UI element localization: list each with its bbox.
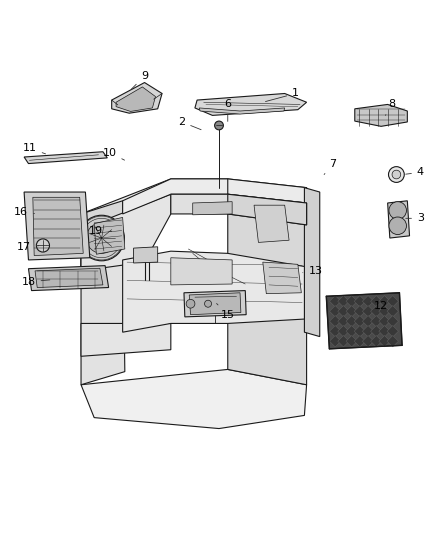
Polygon shape (81, 201, 123, 271)
Circle shape (389, 167, 404, 182)
Text: 8: 8 (385, 100, 396, 115)
Polygon shape (387, 316, 399, 327)
Polygon shape (81, 201, 125, 385)
Polygon shape (254, 205, 289, 243)
Polygon shape (346, 305, 357, 317)
Polygon shape (354, 326, 366, 337)
Text: 19: 19 (89, 227, 112, 237)
Polygon shape (184, 290, 246, 317)
Polygon shape (35, 268, 103, 287)
Text: 2: 2 (178, 117, 201, 130)
Text: 18: 18 (21, 277, 50, 287)
Polygon shape (371, 305, 382, 317)
Polygon shape (362, 326, 374, 337)
Circle shape (389, 201, 406, 219)
Polygon shape (346, 336, 357, 347)
Polygon shape (24, 192, 90, 260)
Polygon shape (338, 336, 349, 347)
Text: 15: 15 (216, 303, 235, 320)
Polygon shape (338, 305, 349, 317)
Polygon shape (329, 326, 341, 337)
Polygon shape (171, 194, 307, 225)
Polygon shape (338, 316, 349, 327)
Polygon shape (326, 293, 402, 349)
Polygon shape (263, 262, 301, 294)
Text: 13: 13 (303, 266, 322, 276)
Polygon shape (28, 265, 109, 290)
Text: 16: 16 (14, 207, 35, 217)
Polygon shape (346, 326, 357, 337)
Polygon shape (379, 326, 390, 337)
Polygon shape (116, 87, 155, 111)
Circle shape (79, 215, 124, 261)
Circle shape (86, 223, 117, 253)
Polygon shape (362, 316, 374, 327)
Polygon shape (346, 316, 357, 327)
Polygon shape (24, 152, 107, 164)
Polygon shape (81, 324, 171, 356)
Polygon shape (81, 369, 307, 429)
Text: 11: 11 (23, 143, 46, 154)
Text: 6: 6 (224, 100, 231, 122)
Polygon shape (362, 305, 374, 317)
Circle shape (392, 170, 401, 179)
Polygon shape (329, 305, 341, 317)
Polygon shape (338, 296, 349, 307)
Polygon shape (379, 316, 390, 327)
Polygon shape (388, 201, 410, 238)
Polygon shape (354, 336, 366, 347)
Polygon shape (387, 305, 399, 317)
Polygon shape (387, 296, 399, 307)
Polygon shape (371, 296, 382, 307)
Text: 12: 12 (368, 301, 388, 311)
Polygon shape (362, 296, 374, 307)
Polygon shape (329, 316, 341, 327)
Polygon shape (362, 336, 374, 347)
Polygon shape (354, 296, 366, 307)
Polygon shape (112, 83, 162, 113)
Polygon shape (379, 296, 390, 307)
Polygon shape (33, 197, 83, 255)
Circle shape (36, 239, 49, 252)
Polygon shape (193, 201, 232, 215)
Circle shape (205, 300, 212, 307)
Text: 4: 4 (406, 167, 424, 177)
Polygon shape (189, 293, 241, 314)
Text: 9: 9 (131, 71, 148, 90)
Polygon shape (195, 93, 307, 115)
Polygon shape (329, 296, 341, 307)
Polygon shape (338, 326, 349, 337)
Polygon shape (199, 108, 285, 114)
Polygon shape (346, 296, 357, 307)
Polygon shape (329, 336, 341, 347)
Polygon shape (304, 188, 320, 336)
Polygon shape (379, 305, 390, 317)
Polygon shape (379, 336, 390, 347)
Polygon shape (371, 316, 382, 327)
Polygon shape (371, 336, 382, 347)
Polygon shape (387, 326, 399, 337)
Polygon shape (171, 258, 232, 285)
Text: 10: 10 (102, 148, 124, 160)
Text: 7: 7 (324, 159, 336, 174)
Circle shape (215, 121, 223, 130)
Polygon shape (371, 326, 382, 337)
Circle shape (186, 300, 195, 308)
Polygon shape (387, 336, 399, 347)
Polygon shape (354, 305, 366, 317)
Polygon shape (355, 104, 407, 126)
Polygon shape (94, 217, 125, 254)
Text: 1: 1 (265, 88, 299, 101)
Polygon shape (228, 179, 307, 385)
Text: 17: 17 (17, 242, 39, 252)
Circle shape (389, 217, 406, 235)
Polygon shape (123, 251, 304, 332)
Polygon shape (134, 247, 158, 263)
Polygon shape (81, 194, 171, 271)
Polygon shape (354, 316, 366, 327)
Polygon shape (228, 194, 307, 225)
Polygon shape (123, 179, 228, 214)
Text: 3: 3 (406, 213, 424, 223)
Polygon shape (81, 179, 307, 229)
